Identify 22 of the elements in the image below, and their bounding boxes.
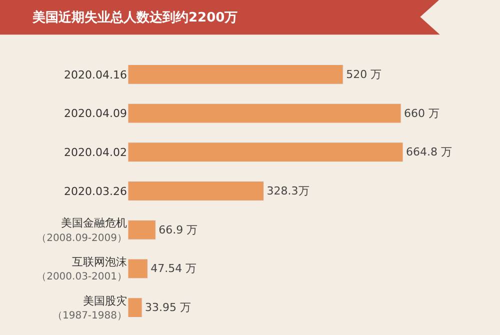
y-tick-label: 2020.04.09	[64, 107, 127, 120]
bar	[128, 64, 344, 84]
data-label: 33.95 万	[145, 301, 192, 314]
y-tick-label: 美国金融危机（2008.09-2009）	[36, 216, 127, 244]
data-label: 520 万	[346, 68, 382, 81]
bar	[128, 142, 404, 162]
chart-title: 美国近期失业总人数达到约2200万	[32, 9, 238, 26]
data-label: 664.8 万	[406, 146, 452, 159]
y-tick-label: 2020.03.26	[64, 184, 127, 198]
y-tick-label: 美国股灾（1987-1988）	[52, 294, 127, 322]
data-label: 47.54 万	[150, 262, 197, 276]
bar	[128, 298, 142, 318]
data-label: 66.9 万	[158, 223, 198, 236]
bar	[128, 220, 156, 240]
y-tick-label: 互联网泡沫（2000.03-2001）	[36, 255, 127, 283]
bar	[128, 258, 148, 279]
data-label: 660 万	[404, 106, 440, 120]
y-tick-label: 2020.04.02	[64, 146, 127, 159]
bar	[128, 103, 402, 124]
y-tick-label: 2020.04.16	[64, 68, 127, 82]
bar	[128, 181, 264, 201]
data-label: 328.3万	[266, 184, 310, 198]
